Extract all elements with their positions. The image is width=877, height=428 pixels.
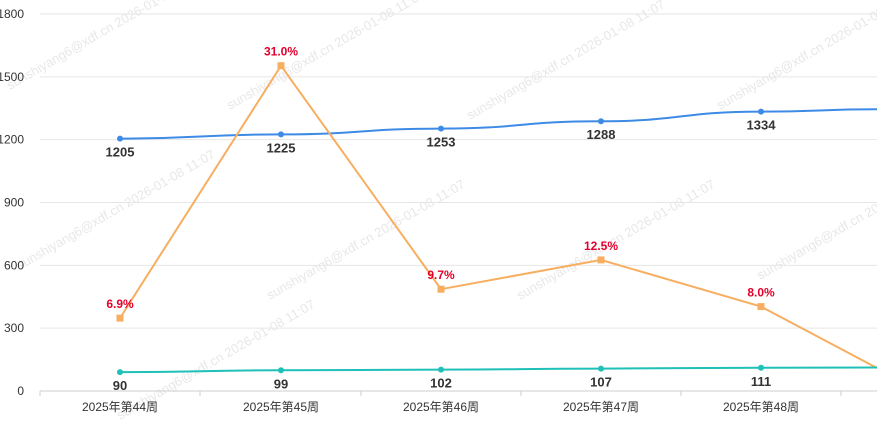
data-label: 102	[430, 376, 452, 391]
watermark-text: sunshiyang6@xdf.cn 2026-01-08 11:07	[754, 157, 877, 283]
series-3-point	[598, 365, 604, 372]
data-label: 107	[590, 375, 612, 390]
x-axis: 2025年第44周 2025年第45周 2025年第46周 2025年第47周 2025…	[39, 391, 842, 414]
y-tick-label: 600	[4, 258, 24, 272]
series-1-point	[278, 131, 284, 138]
series-1-point	[758, 108, 764, 115]
x-tick-label: 2025年第48周	[723, 400, 799, 414]
series-3-point	[117, 369, 123, 376]
series-3-point	[758, 364, 764, 371]
y-tick-label: 900	[4, 196, 24, 210]
series-2-point	[597, 256, 605, 264]
data-label-layer: 1205 1225 1253 1288 1334 6.9% 31.0% 9.7% 12.5% 8.…	[106, 45, 777, 393]
series-2-point	[757, 303, 765, 311]
series-2-point	[437, 285, 445, 293]
watermark-text: sunshiyang6@xdf.cn 2026-01-08 11:07	[14, 147, 217, 273]
data-label: 6.9%	[106, 297, 134, 311]
series-1-point	[117, 135, 123, 142]
watermark-text: sunshiyang6@xdf.cn 2026-01-08 11:07	[224, 0, 427, 113]
data-label: 111	[751, 374, 771, 389]
series-line-2	[119, 63, 877, 369]
data-label: 9.7%	[427, 268, 455, 282]
data-label: 1225	[267, 140, 296, 155]
y-tick-label: 0	[17, 384, 24, 398]
data-label: 8.0%	[747, 286, 775, 300]
x-tick-label: 2025年第44周	[82, 400, 158, 414]
data-label: 90	[113, 378, 127, 393]
data-label: 12.5%	[584, 239, 618, 253]
y-tick-label: 1500	[0, 70, 24, 84]
y-tick-label: 300	[4, 321, 24, 335]
series-layer	[116, 62, 877, 376]
data-label: 1205	[106, 145, 135, 160]
data-label: 1288	[587, 127, 616, 142]
x-tick-label: 2025年第45周	[243, 400, 319, 414]
watermark-text: sunshiyang6@xdf.cn 2026-01-08 11:07	[714, 0, 877, 113]
series-1-point	[598, 118, 604, 125]
x-tick-label: 2025年第47周	[563, 400, 639, 414]
watermark-layer: sunshiyang6@xdf.cn 2026-01-08 11:07 sunsh…	[4, 0, 877, 423]
series-3-point	[278, 367, 284, 374]
data-label: 31.0%	[264, 45, 298, 59]
series-3-point	[438, 366, 444, 373]
data-label: 1253	[427, 135, 456, 150]
grid-lines	[40, 13, 877, 392]
series-1-point	[438, 125, 444, 132]
series-2-point	[277, 62, 285, 70]
y-tick-label: 1800	[0, 7, 24, 21]
x-tick-label: 2025年第46周	[403, 400, 479, 414]
y-axis: 0 300 600 900 1200 1500 1800	[0, 7, 24, 398]
y-tick-label: 1200	[0, 133, 24, 147]
data-label: 99	[274, 376, 288, 391]
data-label: 1334	[747, 118, 777, 133]
watermark-text: sunshiyang6@xdf.cn 2026-01-08 11:07	[464, 0, 667, 123]
series-2-point	[116, 314, 124, 322]
